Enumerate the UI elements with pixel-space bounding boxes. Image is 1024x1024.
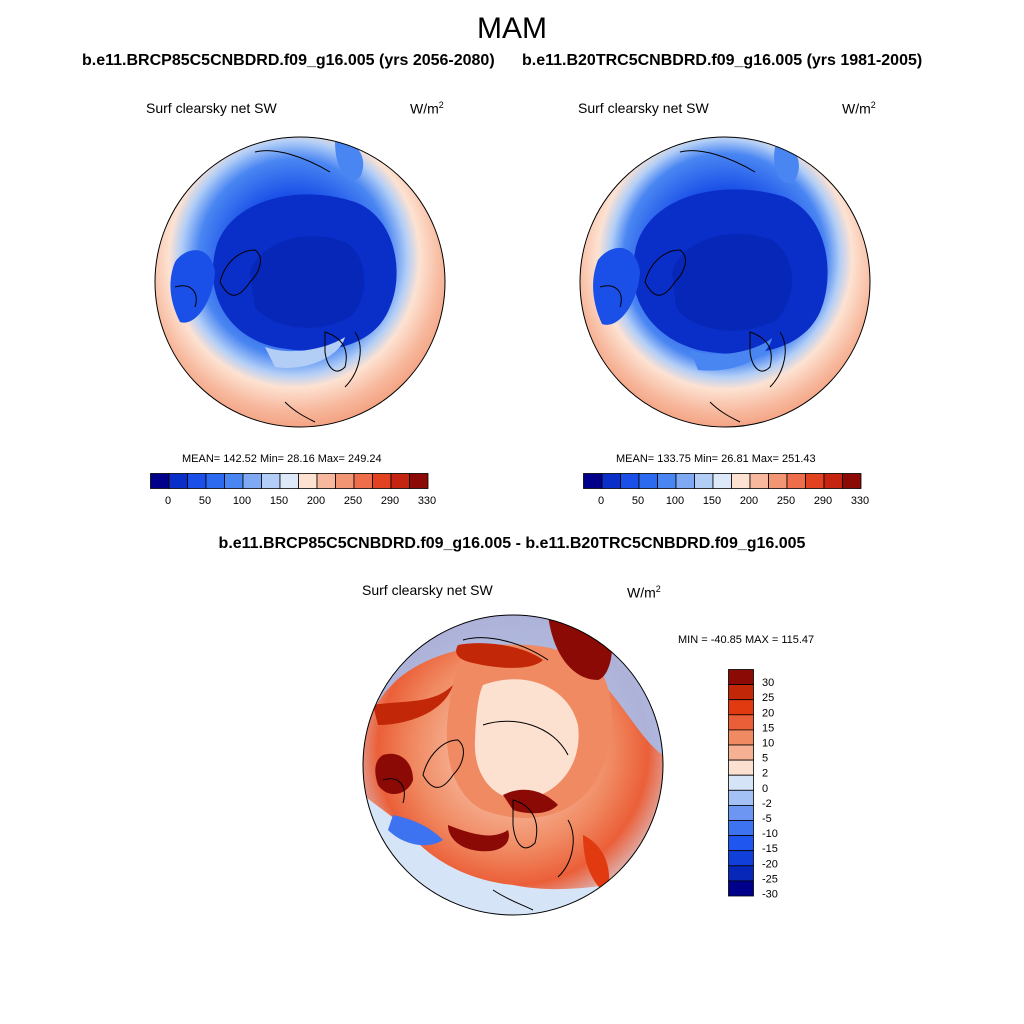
colorbar-swatch <box>842 473 862 489</box>
colorbar-tick-label: 100 <box>666 495 684 507</box>
colorbar-swatch <box>657 473 677 489</box>
colorbar-tick-label: 290 <box>814 495 832 507</box>
colorbar-tick-label: 0 <box>762 783 768 795</box>
colorbar-tick-label: 20 <box>762 707 774 719</box>
colorbar-tick-label: -10 <box>762 828 778 840</box>
colorbar-swatch <box>728 820 754 837</box>
colorbar-swatch <box>728 759 754 776</box>
colorbar-swatch <box>205 473 225 489</box>
right-panel-title: b.e11.B20TRC5CNBDRD.f09_g16.005 (yrs 198… <box>522 52 923 69</box>
colorbar-swatch <box>353 473 373 489</box>
colorbar-swatch <box>409 473 429 489</box>
colorbar-swatch <box>805 473 825 489</box>
colorbar-tick-label: 200 <box>307 495 325 507</box>
colorbar-tick-label: 150 <box>703 495 721 507</box>
colorbar-swatch <box>728 850 754 867</box>
colorbar-swatch <box>224 473 244 489</box>
colorbar-swatch <box>728 865 754 882</box>
colorbar-swatch <box>316 473 336 489</box>
colorbar-swatch <box>728 729 754 746</box>
colorbar-swatch <box>731 473 751 489</box>
colorbar-swatch <box>242 473 262 489</box>
colorbar-swatch <box>728 714 754 731</box>
colorbar-tick-label: 50 <box>199 495 211 507</box>
colorbar-tick-label: 330 <box>851 495 869 507</box>
colorbar-swatch <box>620 473 640 489</box>
colorbar-tick-label: 2 <box>762 768 768 780</box>
colorbar-swatch <box>823 473 843 489</box>
colorbar-swatch <box>728 669 754 686</box>
colorbar-swatch <box>749 473 769 489</box>
left-colorbar-ticks: 0 50 100 150 200 250 290 330 <box>165 495 436 507</box>
colorbar-tick-label: 330 <box>418 495 436 507</box>
colorbar-swatch <box>728 744 754 761</box>
colorbar-swatch <box>168 473 188 489</box>
colorbar-tick-label: 250 <box>344 495 362 507</box>
colorbar-swatch <box>712 473 732 489</box>
colorbar-tick-label: 0 <box>598 495 604 507</box>
colorbar-swatch <box>279 473 299 489</box>
diff-units-label: W/m2 <box>627 584 661 601</box>
colorbar-swatch <box>638 473 658 489</box>
colorbar-swatch <box>675 473 695 489</box>
colorbar-tick-label: 10 <box>762 738 774 750</box>
colorbar-tick-label: -30 <box>762 889 778 901</box>
colorbar-tick-label: -15 <box>762 843 778 855</box>
colorbar-swatch <box>728 699 754 716</box>
diff-stats: MIN = -40.85 MAX = 115.47 <box>678 634 815 646</box>
difference-polar-map <box>362 614 664 916</box>
colorbar-swatch <box>261 473 281 489</box>
colorbar-swatch <box>768 473 788 489</box>
diff-colorbar <box>728 669 754 897</box>
left-panel-title: b.e11.BRCP85C5CNBDRD.f09_g16.005 (yrs 20… <box>82 52 495 69</box>
figure-title: MAM <box>477 12 547 45</box>
colorbar-tick-label: 150 <box>270 495 288 507</box>
colorbar-swatch <box>786 473 806 489</box>
colorbar-tick-label: 30 <box>762 677 774 689</box>
colorbar-tick-label: -25 <box>762 873 778 885</box>
colorbar-tick-label: 200 <box>740 495 758 507</box>
colorbar-swatch <box>728 789 754 806</box>
colorbar-swatch <box>150 473 170 489</box>
colorbar-tick-label: 100 <box>233 495 251 507</box>
colorbar-swatch <box>728 880 754 897</box>
left-variable-label: Surf clearsky net SW <box>146 100 277 116</box>
colorbar-tick-label: 290 <box>381 495 399 507</box>
colorbar-tick-label: -5 <box>762 813 772 825</box>
colorbar-swatch <box>298 473 318 489</box>
colorbar-swatch <box>583 473 603 489</box>
colorbar-tick-label: -20 <box>762 858 778 870</box>
right-polar-map <box>579 136 871 428</box>
colorbar-swatch <box>728 774 754 791</box>
colorbar-swatch <box>728 684 754 701</box>
colorbar-swatch <box>390 473 410 489</box>
colorbar-swatch <box>694 473 714 489</box>
right-variable-label: Surf clearsky net SW <box>578 100 709 116</box>
colorbar-tick-label: 25 <box>762 692 774 704</box>
right-units-label: W/m2 <box>842 100 876 117</box>
right-stats: MEAN= 133.75 Min= 26.81 Max= 251.43 <box>616 453 816 465</box>
colorbar-swatch <box>728 835 754 852</box>
left-polar-map <box>154 136 446 428</box>
colorbar-swatch <box>187 473 207 489</box>
colorbar-swatch <box>601 473 621 489</box>
colorbar-swatch <box>728 804 754 821</box>
diff-variable-label: Surf clearsky net SW <box>362 582 493 598</box>
left-stats: MEAN= 142.52 Min= 28.16 Max= 249.24 <box>182 453 382 465</box>
left-units-label: W/m2 <box>410 100 444 117</box>
colorbar-tick-label: 50 <box>632 495 644 507</box>
left-colorbar <box>150 473 429 489</box>
colorbar-swatch <box>372 473 392 489</box>
colorbar-tick-label: 0 <box>165 495 171 507</box>
colorbar-tick-label: 15 <box>762 722 774 734</box>
difference-title: b.e11.BRCP85C5CNBDRD.f09_g16.005 - b.e11… <box>218 535 806 552</box>
right-colorbar <box>583 473 862 489</box>
colorbar-tick-label: -2 <box>762 798 772 810</box>
colorbar-swatch <box>335 473 355 489</box>
colorbar-tick-label: 250 <box>777 495 795 507</box>
right-colorbar-ticks: 0 50 100 150 200 250 290 330 <box>598 495 869 507</box>
colorbar-tick-label: 5 <box>762 753 768 765</box>
